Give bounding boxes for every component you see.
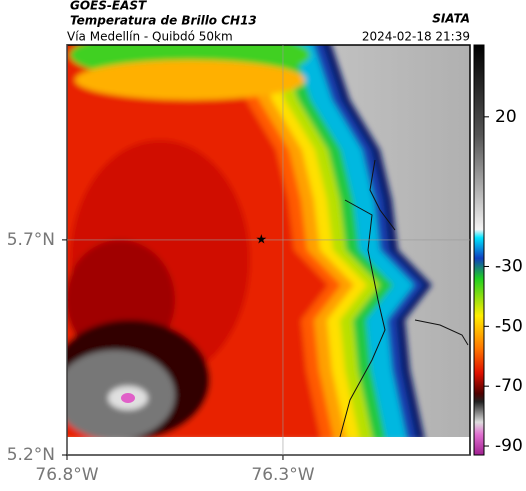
y-tick-label: 5.2°N: [7, 445, 55, 465]
x-tick-label: 76.8°W: [35, 465, 98, 485]
border: [369, 159, 396, 231]
x-tick-label: 76.3°W: [251, 465, 314, 485]
region: Vía Medellín - Quibdó 50km: [67, 30, 233, 44]
title: GOES-EAST: [70, 0, 147, 13]
colorbar-tick-label: -30: [495, 256, 523, 276]
colorbar: [473, 44, 485, 456]
border: [414, 319, 469, 346]
no-data: [67, 437, 470, 455]
colorbar-tick-label: -90: [495, 436, 523, 456]
colorbar-tick-label: -50: [495, 316, 523, 336]
cloud-layers: [67, 45, 432, 437]
cloud-core: [121, 393, 135, 403]
marker: ★: [256, 232, 268, 247]
y-tick-label: 5.7°N: [7, 230, 55, 250]
cloud-top: [75, 60, 305, 100]
colorbar-tick-label: -70: [495, 376, 523, 396]
border: [339, 199, 386, 438]
datetime: 2024-02-18 21:39: [362, 30, 470, 44]
colorbar-tick-label: 20: [495, 107, 517, 127]
satellite-image: [67, 45, 470, 437]
source: SIATA: [432, 12, 470, 26]
subtitle: Temperatura de Brillo CH13: [70, 14, 257, 28]
